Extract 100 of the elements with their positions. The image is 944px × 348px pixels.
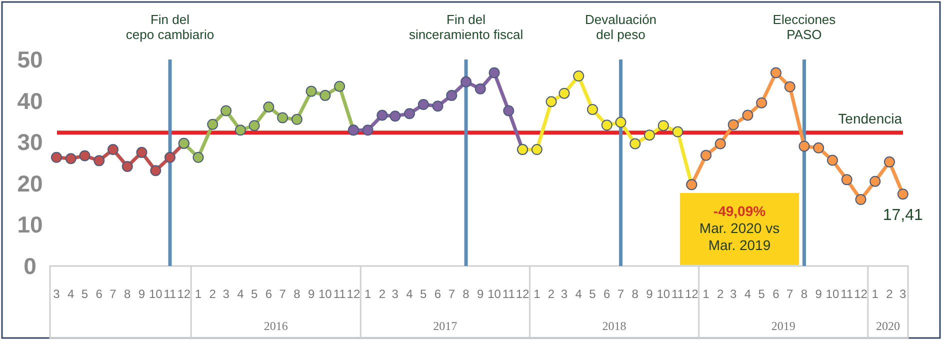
y-tick-label: 40 [17, 88, 43, 114]
x-tick-label: 9 [646, 287, 654, 301]
ref-line-label: Fin del sinceramiento fiscal [408, 12, 524, 42]
point [136, 146, 148, 158]
point [826, 154, 838, 166]
y-tick-label: 50 [17, 46, 43, 72]
point [672, 126, 684, 138]
x-tick-label: 8 [462, 287, 470, 301]
text: 2018 [602, 319, 626, 333]
x-tick-label: 12 [346, 287, 360, 301]
point [418, 99, 429, 110]
point [192, 152, 204, 163]
y-tick-label: 20 [17, 170, 43, 196]
point [615, 116, 626, 128]
x-tick-label: 12 [177, 287, 191, 301]
x-tick-label: 11 [840, 287, 854, 301]
y-tick-label: 0 [24, 253, 36, 279]
point [150, 165, 162, 176]
text: 2016 [264, 319, 288, 333]
point [334, 80, 346, 92]
x-tick-label: 11 [164, 287, 177, 301]
x-tick-label: 6 [772, 287, 780, 301]
x-tick-label: 3 [222, 287, 230, 301]
text: 2020 [876, 319, 900, 333]
point [558, 88, 570, 99]
point [460, 76, 472, 88]
x-tick-label: 7 [448, 287, 456, 301]
x-tick-label: 5 [81, 287, 88, 301]
x-tick-label: 7 [617, 287, 624, 301]
x-tick-label: 3 [730, 287, 737, 301]
data-label: 17,41 [882, 207, 924, 224]
x-tick-label: 1 [872, 287, 879, 301]
x-tick-label: 5 [420, 287, 428, 301]
x-tick-label: 3 [900, 287, 907, 301]
point [488, 67, 500, 78]
point [446, 90, 458, 101]
ref-line-label: Elecciones PASO [772, 12, 836, 42]
x-tick-label: 5 [589, 287, 596, 301]
ref-line-label: Tendencia [838, 110, 902, 127]
x-tick-label: 10 [148, 287, 163, 301]
point [248, 120, 260, 132]
x-tick-label: 9 [815, 287, 822, 301]
point [870, 176, 881, 187]
point [841, 174, 852, 186]
x-tick-label: 1 [534, 287, 541, 301]
point [291, 114, 302, 125]
point [277, 112, 288, 124]
point [503, 105, 514, 116]
x-tick-label: 7 [279, 287, 286, 301]
point [770, 67, 782, 78]
point [94, 155, 105, 166]
x-tick-label: 2 [209, 287, 216, 301]
point [164, 152, 176, 163]
point [644, 130, 655, 141]
point [587, 104, 598, 115]
point [207, 118, 218, 130]
point [263, 101, 274, 112]
x-tick-label: 6 [265, 287, 272, 301]
x-tick-label: 8 [294, 287, 301, 301]
x-tick-label: 1 [364, 287, 372, 301]
point [79, 150, 90, 162]
point [362, 124, 374, 136]
point [108, 144, 119, 156]
x-tick-label: 7 [786, 287, 794, 301]
x-tick-label: 8 [800, 287, 808, 301]
x-tick-label: 3 [392, 287, 399, 301]
x-tick-label: 10 [826, 287, 840, 301]
x-tick-label: 2 [378, 287, 386, 301]
point [784, 81, 796, 92]
point [714, 138, 726, 150]
point [798, 140, 810, 152]
point [122, 160, 133, 172]
x-tick-label: 5 [758, 287, 766, 301]
x-tick-label: 6 [434, 287, 442, 301]
point [376, 110, 388, 121]
x-tick-label: 4 [237, 287, 244, 301]
point [630, 138, 641, 150]
text: 2017 [433, 319, 458, 333]
point [897, 188, 908, 200]
x-tick-label: 9 [477, 287, 484, 301]
x-tick-label: 6 [96, 287, 103, 301]
point [813, 142, 824, 154]
point [546, 96, 557, 108]
point [601, 120, 612, 131]
x-tick-label: 4 [744, 287, 752, 301]
x-tick-label: 3 [53, 287, 60, 301]
y-tick-label: 10 [17, 212, 43, 238]
x-tick-label: 2 [886, 287, 894, 301]
y-tick-label: 30 [17, 129, 43, 156]
point [432, 100, 444, 112]
ref-line-label: Devaluación del peso [584, 12, 657, 42]
point [306, 86, 317, 97]
x-tick-label: 8 [632, 287, 639, 301]
point [658, 120, 669, 132]
x-tick-label: 11 [502, 287, 516, 301]
x-tick-label: 1 [194, 287, 202, 301]
point [728, 119, 739, 130]
annotation: -49,09% Mar. 2020 vs Mar. 2019 [699, 203, 780, 253]
point [50, 152, 62, 163]
x-tick-label: 12 [684, 287, 699, 301]
